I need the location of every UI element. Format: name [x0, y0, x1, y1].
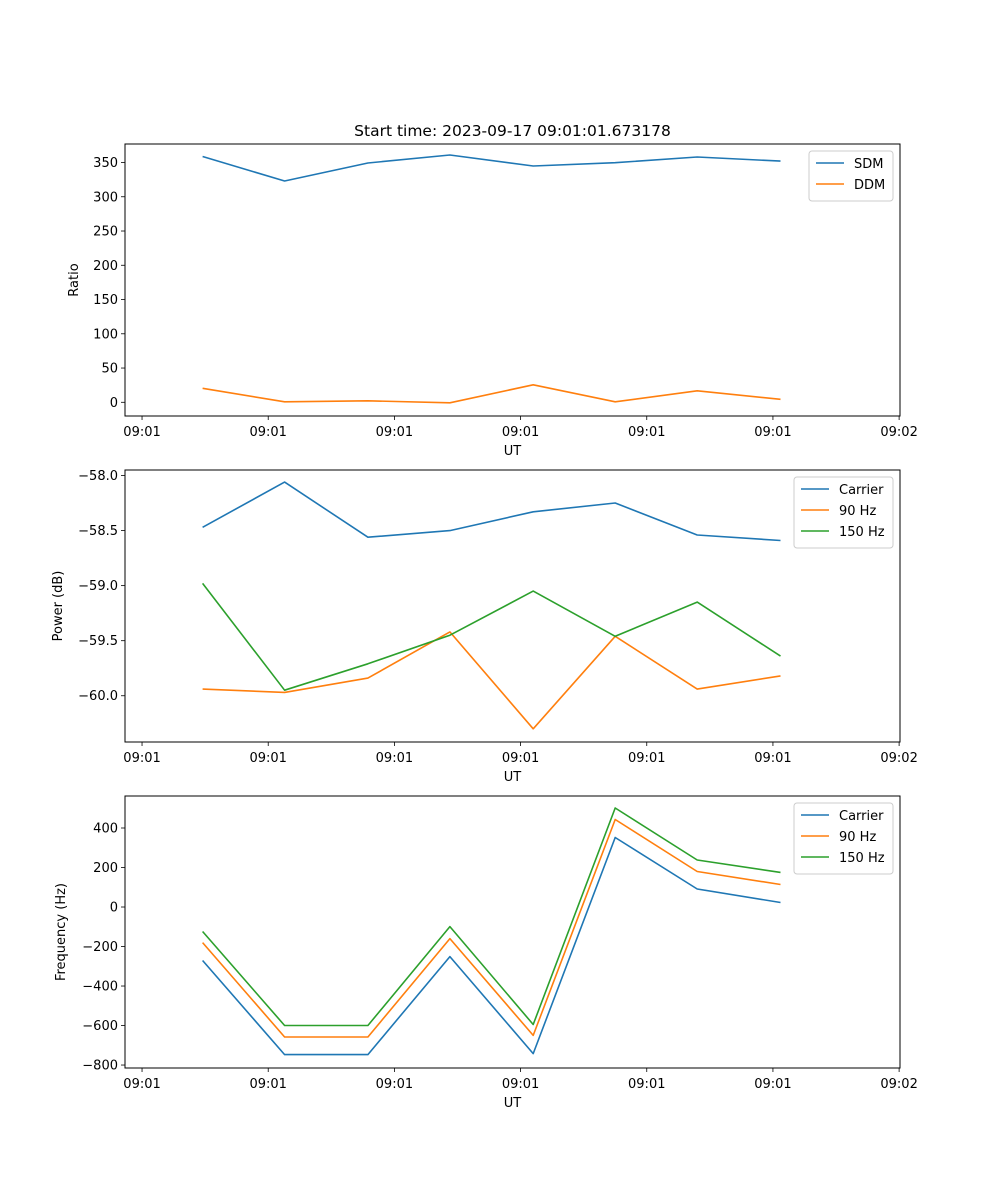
- series-line-carrier: [201, 836, 781, 1056]
- legend-label: Carrier: [839, 483, 884, 498]
- x-tick-label: 09:01: [754, 1077, 791, 1092]
- y-tick-label: −400: [82, 980, 118, 995]
- chart-panel-1: Start time: 2023-09-17 09:01:01.673178 09…: [67, 122, 918, 459]
- x-tick-label: 09:02: [880, 425, 917, 440]
- y-tick-label: 300: [93, 190, 118, 205]
- legend-label: 150 Hz: [839, 851, 885, 866]
- series-line-150-hz: [201, 807, 781, 1027]
- legend: Carrier 90 Hz 150 Hz: [793, 476, 894, 549]
- legend-label: SDM: [854, 157, 883, 172]
- y-tick-label: −200: [82, 940, 118, 955]
- y-tick-label: 100: [93, 327, 118, 342]
- y-tick-label: 350: [93, 156, 118, 171]
- x-tick-label: 09:01: [249, 1077, 286, 1092]
- y-tick-label: 0: [110, 901, 118, 916]
- x-tick-label: 09:01: [754, 751, 791, 766]
- legend: SDM DDM: [808, 150, 894, 202]
- y-axis-label: Power (dB): [51, 571, 66, 642]
- x-tick-label: 09:01: [502, 425, 539, 440]
- x-tick-label: 09:01: [376, 1077, 413, 1092]
- chart-panel-3: 09:01 09:01 09:01 09:01 09:01 09:01 09:02 UT −80…: [54, 795, 918, 1111]
- x-tick-label: 09:01: [249, 425, 286, 440]
- axes-frame: [124, 143, 901, 417]
- series-line-90-hz: [201, 818, 781, 1038]
- series-line-carrier: [202, 481, 781, 542]
- y-tick-label: −59.0: [78, 579, 118, 594]
- y-tick-label: 400: [93, 822, 118, 837]
- y-axis-label: Frequency (Hz): [54, 883, 69, 981]
- y-tick-label: 200: [93, 861, 118, 876]
- x-tick-label: 09:01: [123, 1077, 160, 1092]
- y-tick-label: 150: [93, 293, 118, 308]
- x-tick-label: 09:01: [123, 425, 160, 440]
- x-tick-label: 09:01: [376, 425, 413, 440]
- y-tick-label: −58.5: [78, 524, 118, 539]
- y-tick-label: −59.5: [78, 634, 118, 649]
- x-tick-label: 09:01: [123, 751, 160, 766]
- series-line-90-hz: [202, 631, 781, 730]
- x-tick-label: 09:02: [880, 1077, 917, 1092]
- y-tick-label: −800: [82, 1059, 118, 1074]
- x-axis-label: UT: [504, 444, 522, 459]
- y-tick-label: 200: [93, 259, 118, 274]
- chart-title: Start time: 2023-09-17 09:01:01.673178: [354, 122, 671, 140]
- y-tick-label: 250: [93, 225, 118, 240]
- x-tick-label: 09:01: [376, 751, 413, 766]
- legend-label: DDM: [854, 178, 885, 193]
- y-tick-label: −58.0: [78, 469, 118, 484]
- y-tick-label: −60.0: [78, 689, 118, 704]
- x-tick-label: 09:01: [628, 751, 665, 766]
- legend-label: 150 Hz: [839, 525, 885, 540]
- chart-panel-2: 09:01 09:01 09:01 09:01 09:01 09:01 09:02 UT −60…: [51, 469, 918, 785]
- series-line-sdm: [202, 154, 781, 182]
- y-tick-label: 50: [101, 362, 118, 377]
- legend-label: 90 Hz: [839, 830, 876, 845]
- x-tick-label: 09:01: [249, 751, 286, 766]
- axes-frame: [124, 469, 901, 743]
- legend: Carrier 90 Hz 150 Hz: [793, 802, 894, 875]
- legend-label: 90 Hz: [839, 504, 876, 519]
- y-tick-label: −600: [82, 1019, 118, 1034]
- x-axis-label: UT: [504, 1096, 522, 1111]
- y-axis-label: Ratio: [67, 263, 82, 296]
- series-line-150-hz: [201, 582, 781, 692]
- x-tick-label: 09:01: [502, 751, 539, 766]
- legend-label: Carrier: [839, 809, 884, 824]
- y-tick-label: 0: [110, 396, 118, 411]
- x-tick-label: 09:01: [754, 425, 791, 440]
- x-axis-label: UT: [504, 770, 522, 785]
- x-tick-label: 09:01: [628, 1077, 665, 1092]
- x-tick-label: 09:01: [502, 1077, 539, 1092]
- x-tick-label: 09:02: [880, 751, 917, 766]
- series-line-ddm: [202, 383, 781, 404]
- axes-frame: [124, 795, 901, 1069]
- x-tick-label: 09:01: [628, 425, 665, 440]
